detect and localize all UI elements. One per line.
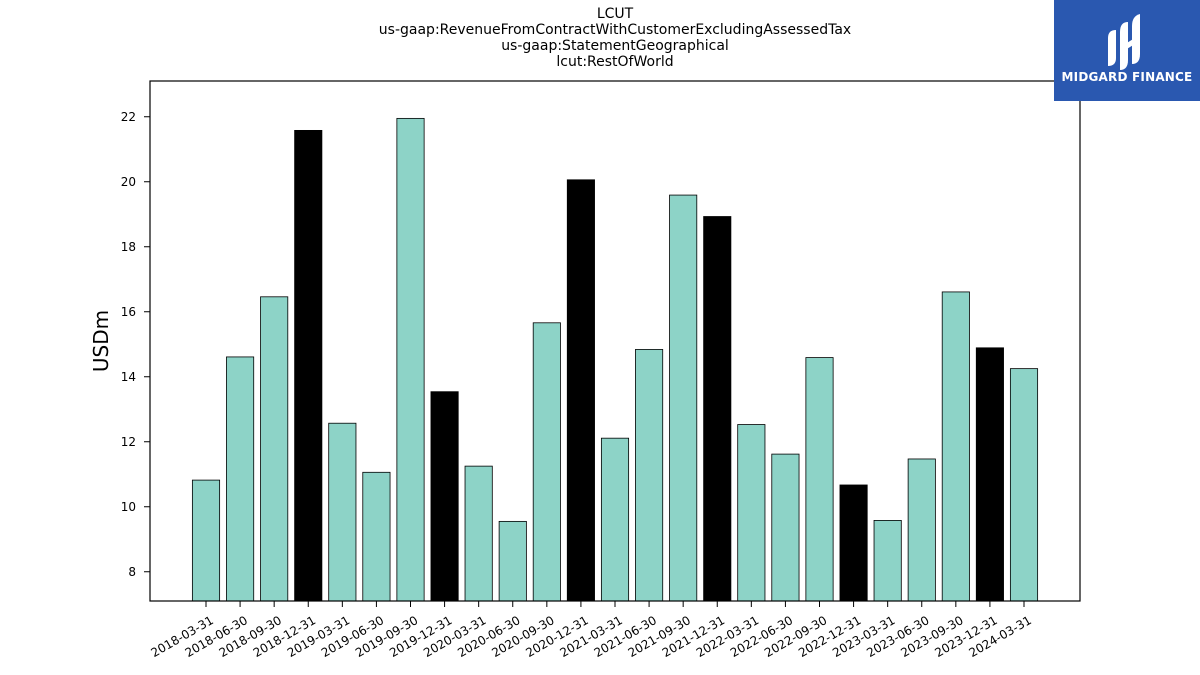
chart-title-line-3: us-gaap:StatementGeographical	[501, 38, 729, 54]
bar-2023-09-30	[941, 291, 970, 602]
bar-2021-09-30	[669, 194, 698, 602]
y-tick-label: 12	[121, 435, 136, 449]
midgard-finance-logo: MIDGARD FINANCE	[1054, 0, 1200, 101]
bar-2022-12-31	[839, 484, 868, 602]
y-tick-label: 16	[121, 305, 136, 319]
y-axis: 8 10 12 14 16 18 20 22	[121, 110, 150, 579]
bar-2020-03-31	[464, 465, 493, 602]
y-tick-label: 18	[121, 240, 136, 254]
midgard-finance-logo-icon	[1108, 14, 1140, 70]
y-tick-label: 8	[128, 565, 136, 579]
chart-title-line-2: us-gaap:RevenueFromContractWithCustomerE…	[378, 22, 852, 38]
bar-2019-09-30	[396, 117, 425, 602]
bar-2018-09-30	[260, 296, 289, 602]
y-tick-label: 20	[121, 175, 136, 189]
bar-2022-06-30	[771, 453, 800, 602]
bar-2022-03-31	[737, 424, 766, 602]
bar-2018-03-31	[191, 479, 221, 602]
bar-2021-12-31	[703, 216, 732, 602]
bar-2019-03-31	[328, 422, 357, 602]
y-tick-label: 14	[121, 370, 136, 384]
bar-2023-12-31	[975, 347, 1004, 602]
bar-2018-06-30	[226, 356, 255, 602]
bar-2020-09-30	[532, 322, 561, 602]
bar-2023-06-30	[907, 458, 936, 602]
y-axis-label: USDm	[89, 310, 113, 372]
bar-2019-12-31	[430, 391, 459, 602]
chart-title-line-4: lcut:RestOfWorld	[556, 54, 674, 70]
y-tick-label: 10	[121, 500, 136, 514]
bars-group	[191, 117, 1039, 602]
bar-2022-09-30	[805, 357, 834, 602]
x-axis: 2018-03-312018-06-302018-09-302018-12-31…	[148, 601, 1034, 660]
bar-2020-06-30	[498, 520, 527, 602]
chart-title-line-1: LCUT	[596, 6, 634, 22]
chart-title: LCUT us-gaap:RevenueFromContractWithCust…	[150, 6, 1080, 70]
bar-2020-12-31	[566, 179, 595, 602]
y-tick-label: 22	[121, 110, 136, 124]
bar-2021-06-30	[635, 349, 664, 602]
logo-text: MIDGARD FINANCE	[1061, 70, 1193, 84]
bar-2021-03-31	[600, 437, 630, 602]
bar-2023-03-31	[873, 520, 902, 602]
bar-2024-03-31	[1009, 368, 1039, 602]
bar-2018-12-31	[294, 129, 323, 602]
bar-2019-06-30	[362, 471, 391, 602]
